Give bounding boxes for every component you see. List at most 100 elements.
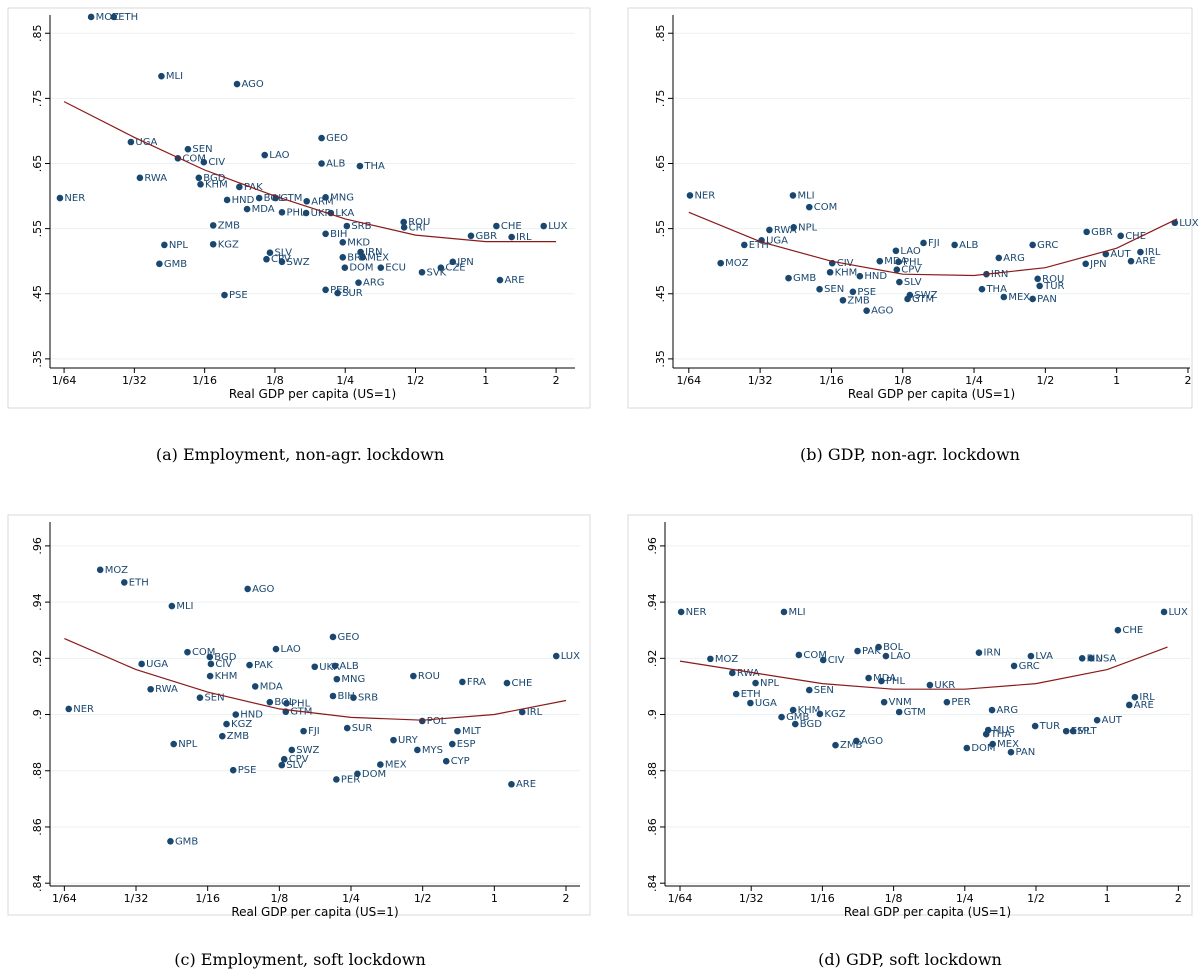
x-tick-label: 1/32 — [748, 374, 773, 387]
point-label: CIV — [828, 655, 845, 666]
point-label: IRL — [527, 707, 543, 718]
point-label: PAK — [862, 646, 881, 657]
point-label: LAO — [269, 150, 289, 161]
point-label: ECU — [385, 263, 406, 274]
point — [350, 694, 357, 701]
point-label: TUR — [1043, 281, 1064, 292]
x-tick-label: 1 — [491, 892, 498, 905]
point-label: MOZ — [105, 565, 128, 576]
point — [219, 732, 226, 740]
y-tick-label: .86 — [31, 818, 44, 836]
point-label: ARE — [516, 779, 536, 790]
point-label: MUS — [993, 725, 1015, 736]
point — [223, 720, 230, 728]
point — [816, 710, 824, 718]
y-tick-label: .85 — [654, 24, 667, 42]
point — [951, 241, 958, 249]
panel-frame — [7, 7, 591, 409]
point — [261, 151, 269, 159]
point-label: MDA — [260, 681, 283, 692]
point — [56, 194, 64, 202]
point — [377, 761, 384, 768]
point — [196, 694, 204, 701]
point-label: ALB — [326, 158, 345, 169]
point — [246, 661, 253, 669]
point — [161, 241, 168, 249]
point — [318, 134, 325, 142]
x-tick-label: 1 — [1104, 892, 1111, 905]
point — [778, 713, 785, 721]
panel: .35 .45 .55 .65 .75 .85 1/64 1/32 1/16 1/8 1/4 1/2 1… — [627, 7, 1199, 464]
x-tick-label: 2 — [1175, 892, 1182, 905]
x-tick-label: 1/2 — [414, 892, 432, 905]
point-label: BIH — [330, 229, 347, 240]
point — [1031, 722, 1039, 730]
point-label: AUT — [1110, 249, 1131, 260]
point-label: ETH — [741, 689, 761, 700]
y-tick-label: .94 — [646, 593, 659, 611]
y-tick-label: .88 — [646, 762, 659, 780]
point — [168, 602, 176, 610]
point — [334, 289, 341, 297]
point-label: KHM — [798, 705, 821, 716]
x-axis-title: Real GDP per capita (US=1) — [229, 387, 396, 401]
point-label: KGZ — [218, 239, 239, 250]
point — [272, 645, 280, 653]
point — [896, 278, 903, 286]
x-tick-label: 1/2 — [1027, 892, 1045, 905]
point — [206, 672, 214, 680]
point-label: ZMB — [227, 731, 249, 742]
point-label: THA — [363, 161, 385, 172]
point-label: LVA — [1035, 651, 1053, 662]
point — [390, 736, 397, 744]
point-label: ESP — [457, 739, 476, 750]
point — [1027, 652, 1035, 660]
point — [184, 648, 191, 656]
point — [552, 652, 560, 660]
point — [454, 727, 461, 735]
x-tick-label: 1/4 — [336, 374, 354, 387]
point-label: MDA — [873, 673, 896, 684]
point — [278, 209, 286, 216]
point-label: CIV — [215, 659, 232, 670]
point — [167, 838, 174, 845]
point-label: GRC — [1019, 661, 1040, 672]
point — [414, 746, 421, 754]
point — [311, 663, 319, 671]
point — [832, 741, 839, 749]
point-label: PAK — [254, 660, 273, 671]
point-label: THA — [990, 729, 1012, 740]
point-label: USA — [1096, 653, 1117, 664]
point — [136, 174, 144, 182]
y-tick-label: .84 — [31, 874, 44, 892]
point — [1127, 257, 1135, 265]
point — [882, 652, 890, 660]
point — [467, 232, 475, 240]
point-label: PER — [330, 285, 349, 296]
point-label: IRL — [1139, 692, 1155, 703]
point-label: JPN — [456, 257, 473, 268]
point-label: NER — [686, 607, 707, 618]
point-label: MOZ — [725, 258, 748, 269]
x-tick-label: 1/8 — [894, 374, 912, 387]
point — [207, 660, 215, 668]
point-label: GEO — [337, 632, 359, 643]
point — [895, 258, 902, 266]
point-label: NPL — [169, 240, 189, 251]
point — [863, 307, 870, 314]
point-label: GTM — [290, 707, 312, 718]
point — [988, 706, 996, 714]
point — [329, 692, 337, 700]
point — [1036, 282, 1043, 290]
point — [236, 183, 243, 191]
point-label: GRC — [1037, 240, 1058, 251]
y-tick-label: .9 — [646, 709, 659, 720]
panel: .84 .86 .88 .9 .92 .94 .96 1/64 1/32 1/16 1/8 1/4 1/… — [7, 514, 591, 969]
point-label: BRA — [347, 252, 367, 263]
point-label: PSE — [238, 765, 257, 776]
point — [686, 192, 694, 199]
point — [508, 233, 515, 241]
point-label: MLI — [166, 71, 183, 82]
point — [223, 196, 231, 204]
